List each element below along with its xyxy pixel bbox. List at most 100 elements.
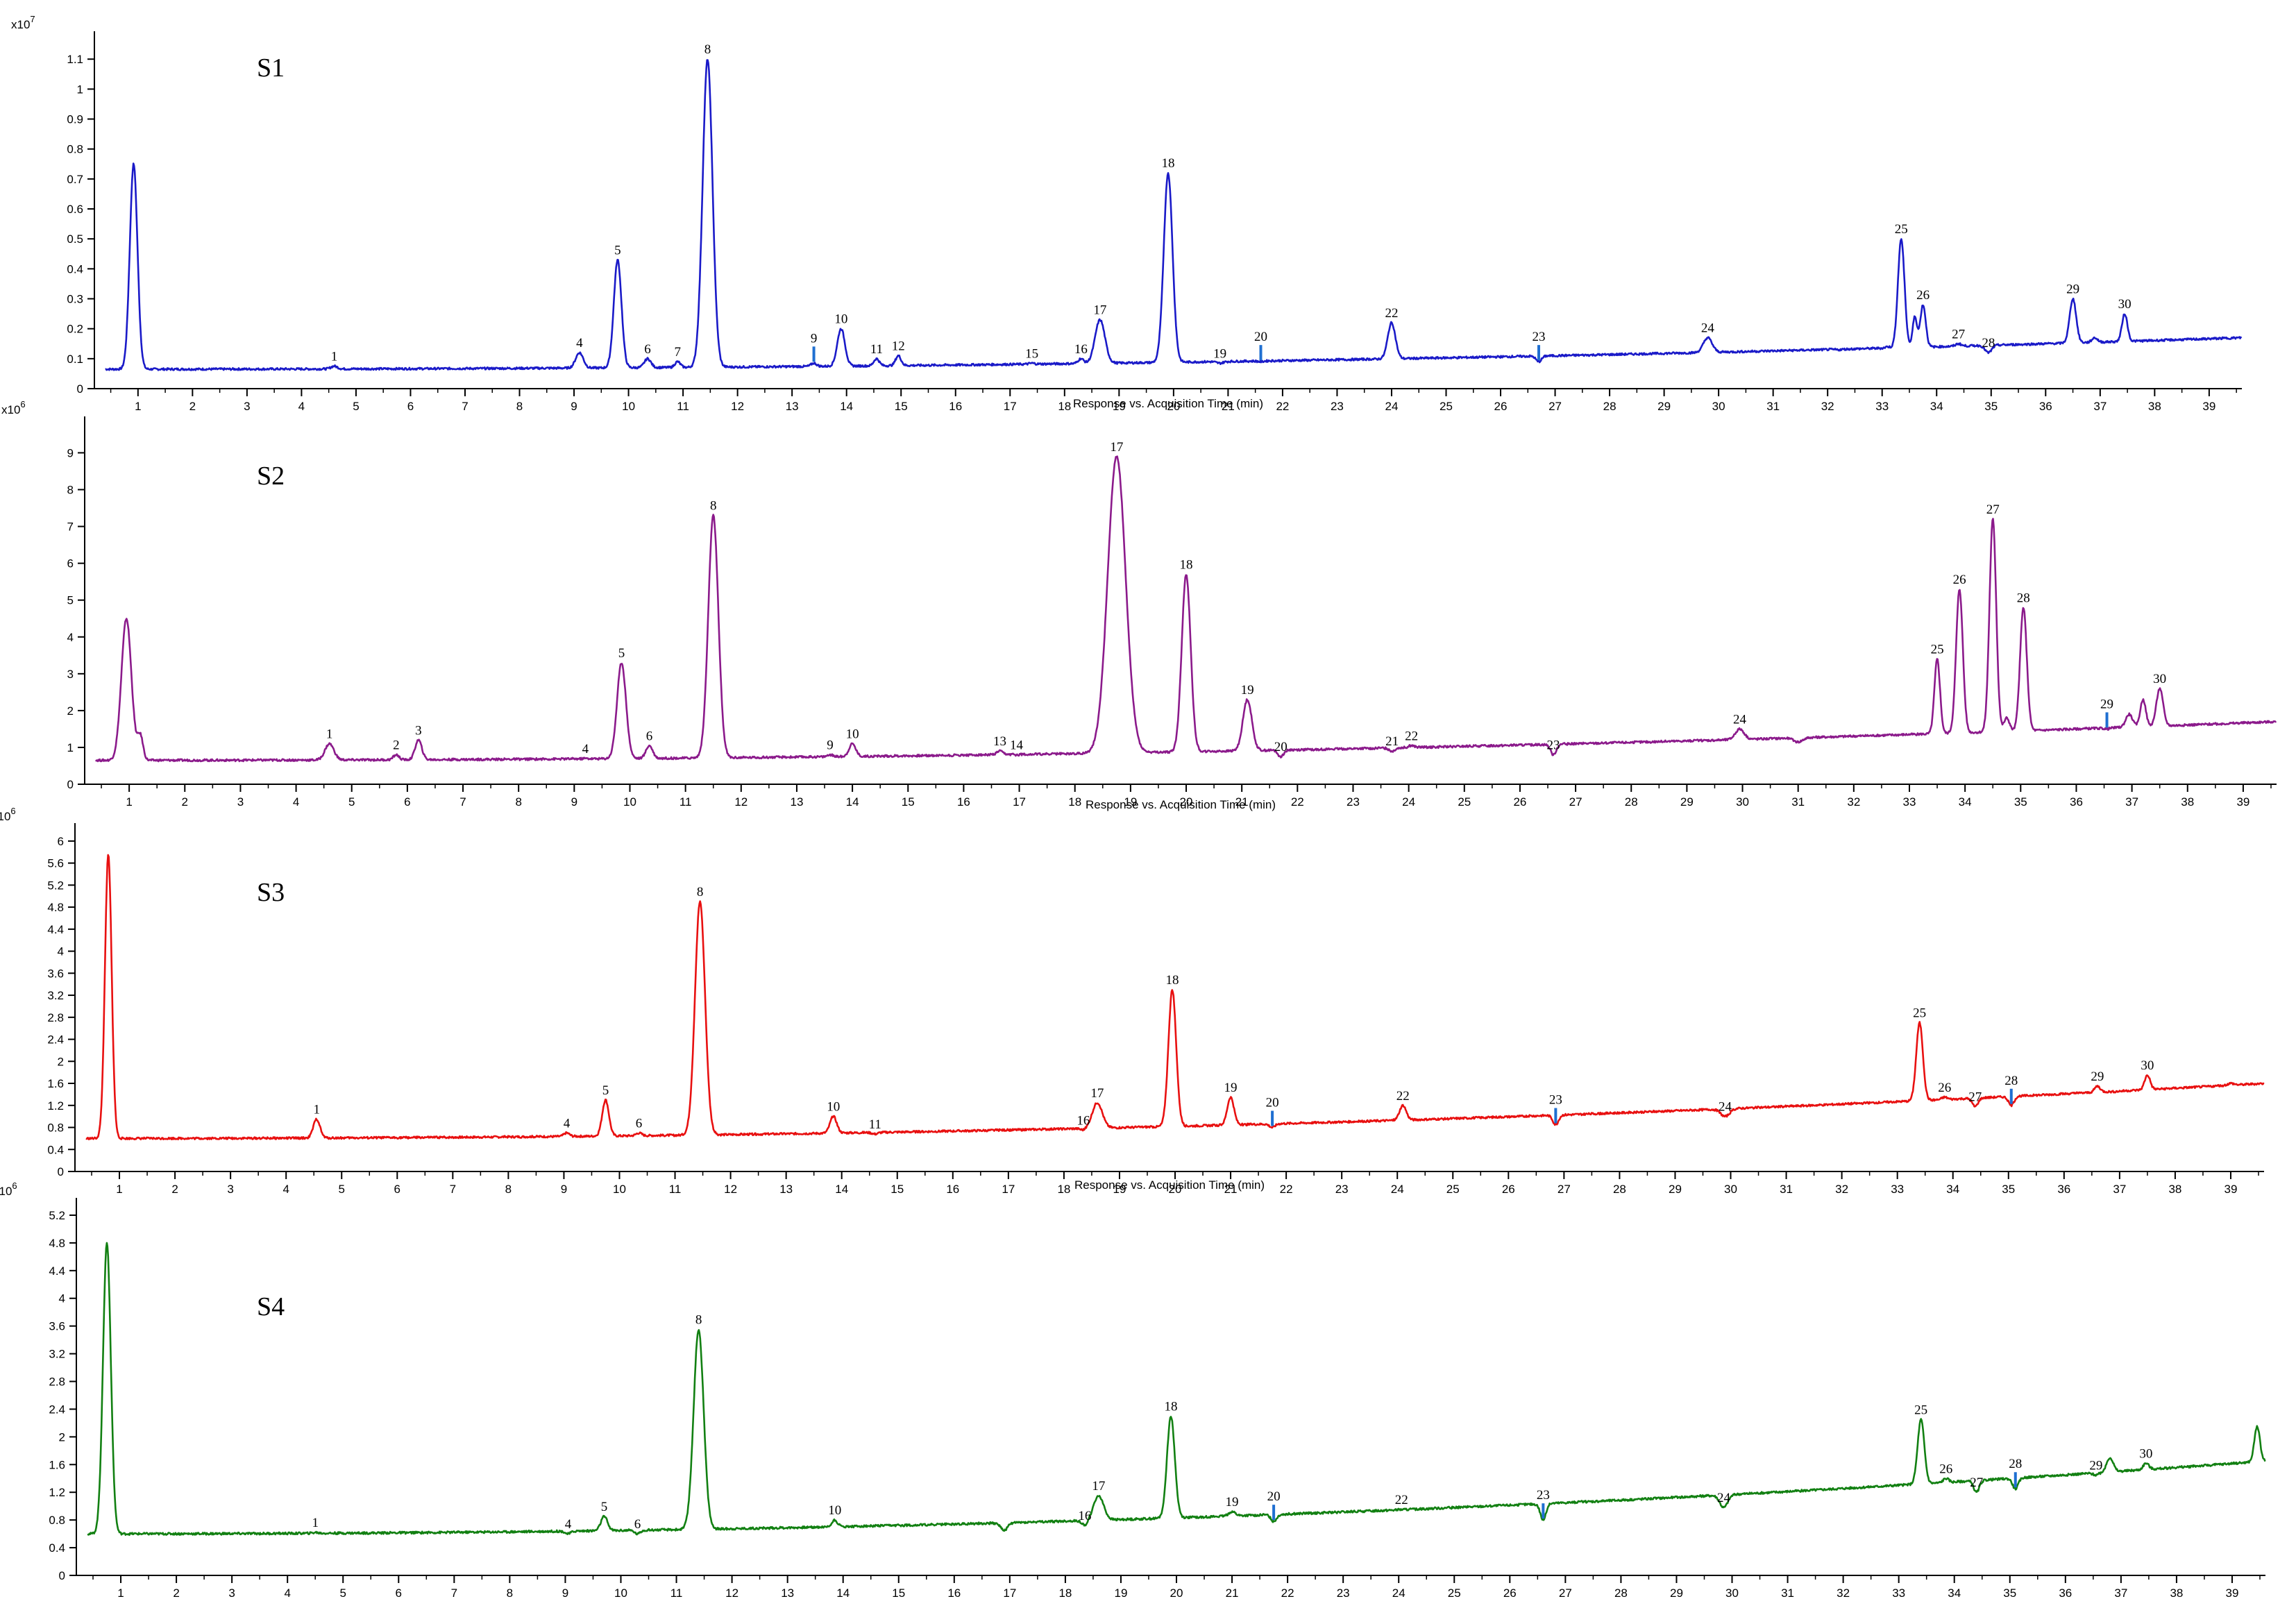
x-tick-label: 23 xyxy=(1337,1587,1350,1599)
y-tick-label: 3.2 xyxy=(49,1348,65,1361)
y-tick-label: 2.4 xyxy=(47,1033,64,1047)
peak-label: 8 xyxy=(704,42,711,57)
peak-label: 4 xyxy=(565,1517,572,1532)
x-tick-label: 20 xyxy=(1180,795,1193,809)
x-tick-label: 37 xyxy=(2113,1183,2126,1196)
peak-label: 16 xyxy=(1077,1113,1090,1128)
peak-label: 29 xyxy=(2089,1458,2102,1473)
x-tick-label: 5 xyxy=(348,795,355,809)
peak-label: 4 xyxy=(582,742,589,756)
x-tick-label: 24 xyxy=(1391,1183,1404,1196)
y-tick-label: 7 xyxy=(67,521,74,534)
x-tick-label: 30 xyxy=(1736,795,1749,809)
y-tick-label: 5 xyxy=(67,594,74,607)
peak-label: 28 xyxy=(2009,1457,2022,1471)
peak-label: 8 xyxy=(697,885,704,899)
peak-label: 7 xyxy=(674,345,681,359)
y-tick-label: 0.1 xyxy=(67,353,83,366)
peak-label: 25 xyxy=(1931,643,1944,657)
x-tick-label: 5 xyxy=(353,400,359,413)
x-tick-label: 23 xyxy=(1347,795,1360,809)
peak-label: 18 xyxy=(1180,558,1193,573)
x-tick-label: 24 xyxy=(1385,400,1399,413)
x-tick-label: 34 xyxy=(1948,1587,1961,1599)
peak-label: 17 xyxy=(1110,440,1123,455)
peak-label: 30 xyxy=(2153,672,2166,686)
x-tick-label: 11 xyxy=(669,1183,682,1196)
peak-label: 19 xyxy=(1226,1495,1239,1509)
peak-label: 2 xyxy=(393,738,400,753)
x-tick-label: 5 xyxy=(340,1587,346,1599)
y-tick-label: 6 xyxy=(58,835,64,848)
y-tick-label: 2.8 xyxy=(47,1011,64,1024)
y-tick-label: 1.1 xyxy=(67,53,83,66)
x-tick-label: 18 xyxy=(1057,1183,1070,1196)
y-tick-label: 3 xyxy=(67,668,74,681)
peak-label: 28 xyxy=(1982,336,1995,350)
x-tick-label: 14 xyxy=(836,1587,850,1599)
peak-label: 25 xyxy=(1895,222,1908,237)
peak-label: 9 xyxy=(811,331,818,346)
x-tick-label: 7 xyxy=(451,1587,457,1599)
x-tick-label: 10 xyxy=(613,1183,626,1196)
peak-label: 15 xyxy=(1025,346,1038,361)
x-tick-label: 12 xyxy=(731,400,744,413)
peak-label: 24 xyxy=(1717,1491,1731,1505)
x-tick-label: 31 xyxy=(1780,1183,1793,1196)
x-tick-label: 34 xyxy=(1930,400,1943,413)
peak-label: 30 xyxy=(2118,297,2132,312)
y-tick-label: 0.7 xyxy=(67,173,83,186)
y-tick-label: 5.2 xyxy=(49,1209,65,1222)
chromatogram-trace xyxy=(105,59,2243,371)
peak-label: 29 xyxy=(2066,282,2079,297)
x-tick-label: 2 xyxy=(173,1587,179,1599)
x-tick-label: 21 xyxy=(1226,1587,1239,1599)
x-tick-label: 3 xyxy=(244,400,250,413)
peak-label: 27 xyxy=(1952,327,1965,341)
x-tick-label: 17 xyxy=(1013,795,1026,809)
x-tick-label: 25 xyxy=(1458,795,1471,809)
y-exponent-power: 7 xyxy=(30,14,35,24)
x-tick-label: 25 xyxy=(1440,400,1453,413)
x-tick-label: 29 xyxy=(1680,795,1694,809)
y-tick-label: 0.9 xyxy=(67,113,83,126)
peak-label: 24 xyxy=(1719,1100,1732,1115)
x-tick-label: 22 xyxy=(1281,1587,1294,1599)
x-tick-label: 37 xyxy=(2093,400,2107,413)
x-tick-label: 39 xyxy=(2236,795,2249,809)
x-tick-label: 6 xyxy=(396,1587,402,1599)
chart-panel-s4: x106 0 0.4 0.8 1.2 1.6 2 2.4 2.8 3.2 3.6 4 4.4 4.8 5.2… xyxy=(0,1181,2266,1599)
x-tick-label: 29 xyxy=(1670,1587,1683,1599)
peak-label: 11 xyxy=(870,342,883,357)
peak-label: 28 xyxy=(2004,1074,2018,1088)
x-tick-label: 1 xyxy=(116,1183,122,1196)
y-tick-label: 4.4 xyxy=(47,923,64,936)
x-tick-label: 10 xyxy=(614,1587,627,1599)
x-tick-label: 32 xyxy=(1837,1587,1850,1599)
peak-label: 27 xyxy=(1970,1475,1983,1490)
peak-label: 30 xyxy=(2141,1058,2154,1073)
y-tick-label: 1.2 xyxy=(47,1099,64,1112)
x-tick-label: 10 xyxy=(623,795,636,809)
peak-label: 18 xyxy=(1165,1399,1178,1414)
y-tick-label: 4.8 xyxy=(49,1237,65,1250)
x-tick-label: 35 xyxy=(1984,400,1998,413)
y-tick-label: 3.6 xyxy=(49,1320,65,1333)
x-tick-label: 25 xyxy=(1446,1183,1460,1196)
peak-label: 22 xyxy=(1396,1089,1410,1103)
x-tick-label: 16 xyxy=(957,795,970,809)
x-tick-label: 36 xyxy=(2070,795,2083,809)
x-tick-label: 15 xyxy=(892,1587,905,1599)
x-tick-label: 32 xyxy=(1821,400,1834,413)
x-axis-label: Response vs. Acquisition Time (min) xyxy=(1073,397,1263,410)
x-tick-label: 36 xyxy=(2059,1587,2072,1599)
y-tick-label: 0.4 xyxy=(49,1541,65,1555)
x-tick-label: 34 xyxy=(1946,1183,1959,1196)
x-tick-label: 17 xyxy=(1004,400,1017,413)
y-tick-label: 1.2 xyxy=(49,1486,65,1499)
x-tick-label: 7 xyxy=(459,795,466,809)
y-tick-label: 0 xyxy=(67,778,74,791)
y-tick-label: 2.8 xyxy=(49,1376,65,1389)
peak-label: 13 xyxy=(993,734,1006,749)
x-tick-label: 8 xyxy=(505,1183,512,1196)
